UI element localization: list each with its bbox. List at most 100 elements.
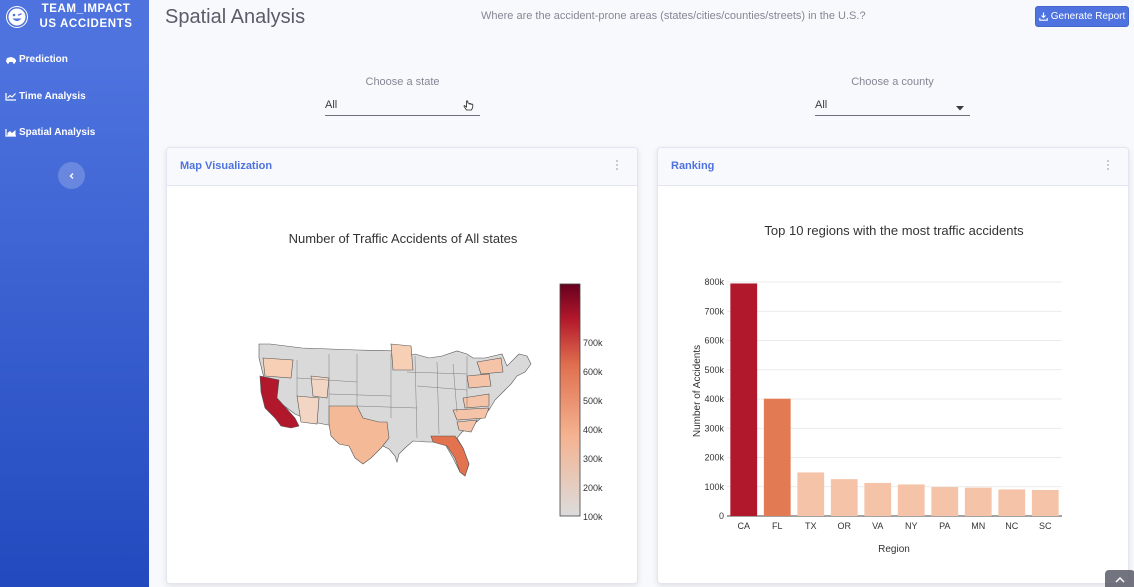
bars <box>730 283 1059 516</box>
sidebar-item-label: Prediction <box>19 53 68 65</box>
brand-name: TEAM_IMPACT US ACCIDENTS <box>36 2 136 32</box>
map-chart: Number of Traffic Accidents of All state… <box>258 231 603 522</box>
colorbar-tick-label: 200k <box>583 483 603 493</box>
y-tick-label: 400k <box>704 394 724 404</box>
more-options-icon[interactable] <box>615 160 619 174</box>
x-tick-label: VA <box>872 521 883 531</box>
y-tick-label: 200k <box>704 453 724 463</box>
car-crash-icon <box>5 54 17 64</box>
county-select[interactable]: All <box>815 94 970 116</box>
map-card: Map Visualization Number of Traffic Acci… <box>166 147 638 584</box>
generate-report-button[interactable]: Generate Report <box>1035 6 1129 27</box>
sidebar-item-spatial-analysis[interactable]: Spatial Analysis <box>5 122 95 142</box>
area-chart-icon <box>5 127 17 137</box>
y-tick-label: 0 <box>719 511 724 521</box>
state-shape-sc <box>456 419 478 433</box>
colorbar-tick-label: 100k <box>583 512 603 522</box>
state-shape-mn <box>390 343 414 371</box>
state-shape-va <box>462 393 490 409</box>
map-card-title: Map Visualization <box>180 160 273 172</box>
x-tick-label: OR <box>838 521 852 531</box>
y-tick-label: 500k <box>704 365 724 375</box>
bar-mn[interactable] <box>964 487 992 516</box>
state-shape-pa <box>466 373 492 389</box>
x-tick-label: NC <box>1005 521 1018 531</box>
brand-line-1: TEAM_IMPACT <box>41 3 131 15</box>
sidebar-item-prediction[interactable]: Prediction <box>5 49 68 69</box>
us-map <box>258 343 532 477</box>
county-select-value: All <box>815 98 828 111</box>
ranking-card: Ranking Top 10 regions with the most tra… <box>657 147 1129 584</box>
y-axis-label: Number of Accidents <box>692 345 703 437</box>
state-borders <box>296 354 468 439</box>
caret-down-icon <box>956 102 964 114</box>
bar-fl[interactable] <box>763 398 791 516</box>
y-tick-label: 800k <box>704 277 724 287</box>
x-tick-label: FL <box>772 521 783 531</box>
brand-line-2: US ACCIDENTS <box>39 18 133 30</box>
state-shape-tx <box>328 405 390 465</box>
colorbar-ticks: 700k 600k 500k 400k 300k 200k 100k <box>583 338 603 522</box>
bar-sc[interactable] <box>1031 489 1059 516</box>
state-shape-az <box>296 395 320 425</box>
chevron-up-icon <box>1115 576 1125 583</box>
state-shape-or <box>262 357 294 379</box>
state-shape-fl <box>430 435 470 477</box>
bar-chart: Top 10 regions with the most traffic acc… <box>692 223 1062 555</box>
sidebar-item-time-analysis[interactable]: Time Analysis <box>5 86 86 106</box>
x-tick-label: CA <box>737 521 750 531</box>
colorbar <box>559 283 581 517</box>
y-tick-label: 300k <box>704 423 724 433</box>
x-tick-label: PA <box>939 521 950 531</box>
state-select-value: All <box>325 98 338 111</box>
page-question: Where are the accident-prone areas (stat… <box>481 10 866 22</box>
bar-va[interactable] <box>864 482 892 516</box>
x-axis-label: Region <box>878 544 910 555</box>
sidebar-item-label: Spatial Analysis <box>19 126 96 138</box>
state-select-label: Choose a state <box>365 76 440 88</box>
chevron-left-icon <box>69 172 73 179</box>
bar-nc[interactable] <box>998 489 1026 516</box>
line-chart-icon <box>5 91 17 101</box>
colorbar-tick-label: 600k <box>583 367 603 377</box>
generate-report-label: Generate Report <box>1050 11 1126 22</box>
state-shape-ny <box>476 357 504 375</box>
y-tick-label: 600k <box>704 336 724 346</box>
sidebar-item-label: Time Analysis <box>19 90 86 102</box>
colorbar-tick-label: 700k <box>583 338 603 348</box>
bar-or[interactable] <box>830 479 858 516</box>
x-tick-label: TX <box>805 521 817 531</box>
map-chart-title: Number of Traffic Accidents of All state… <box>289 231 518 246</box>
bar-ca[interactable] <box>730 283 758 516</box>
y-tick-label: 700k <box>704 306 724 316</box>
colorbar-tick-label: 400k <box>583 425 603 435</box>
brand[interactable]: TEAM_IMPACT US ACCIDENTS <box>0 0 149 38</box>
bar-pa[interactable] <box>931 487 959 516</box>
more-options-icon[interactable] <box>1106 160 1110 174</box>
bar-ny[interactable] <box>897 484 925 516</box>
scroll-to-top-button[interactable] <box>1105 570 1134 587</box>
x-tick-label: SC <box>1039 521 1052 531</box>
hand-pointer-icon <box>463 100 474 116</box>
sidebar: TEAM_IMPACT US ACCIDENTS Prediction Time… <box>0 0 149 587</box>
state-shape-ut <box>310 375 330 399</box>
county-select-label: Choose a county <box>851 76 934 88</box>
x-tick-label: NY <box>905 521 918 531</box>
colorbar-tick-label: 500k <box>583 396 603 406</box>
x-tick-label: MN <box>971 521 985 531</box>
state-shape-nc <box>452 407 490 421</box>
x-ticks: CA FL TX OR VA NY PA MN NC SC <box>737 521 1052 531</box>
bar-chart-title: Top 10 regions with the most traffic acc… <box>764 223 1024 238</box>
state-shape-ca <box>259 375 300 429</box>
page-title: Spatial Analysis <box>165 6 306 28</box>
bar-tx[interactable] <box>797 472 825 516</box>
y-ticks: 0 100k 200k 300k 400k 500k 600k 700k 800k <box>704 277 724 521</box>
download-icon <box>1039 12 1048 21</box>
y-tick-label: 100k <box>704 482 724 492</box>
ranking-card-header: Ranking <box>658 148 1128 186</box>
sidebar-toggle-button[interactable] <box>58 162 85 189</box>
ranking-card-title: Ranking <box>671 160 715 172</box>
colorbar-tick-label: 300k <box>583 454 603 464</box>
state-select[interactable]: All <box>325 94 480 116</box>
laugh-wink-icon <box>6 6 28 28</box>
